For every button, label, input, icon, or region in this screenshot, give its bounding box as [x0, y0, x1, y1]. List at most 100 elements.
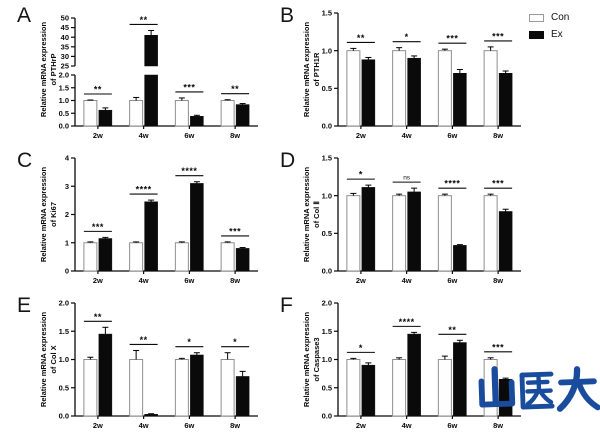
- panel-letter-e: E: [17, 294, 32, 317]
- svg-text:2.0: 2.0: [59, 299, 69, 308]
- svg-text:1.0: 1.0: [322, 46, 332, 55]
- svg-text:40: 40: [61, 33, 69, 42]
- svg-text:*: *: [187, 337, 191, 347]
- svg-text:**: **: [94, 312, 102, 322]
- svg-text:of Col Ⅱ: of Col Ⅱ: [312, 201, 321, 228]
- svg-text:0.5: 0.5: [322, 229, 332, 238]
- svg-text:0.0: 0.0: [59, 412, 69, 421]
- svg-text:8w: 8w: [493, 276, 503, 285]
- svg-text:50: 50: [61, 14, 69, 23]
- svg-text:1.5: 1.5: [322, 9, 332, 18]
- svg-text:Relative mRNA expression: Relative mRNA expression: [39, 167, 48, 263]
- bar-chart-col2: 0.0 0.5 1.0 1.5 Relative mRNA expression of C…: [302, 154, 521, 285]
- svg-text:1.5: 1.5: [59, 83, 69, 92]
- svg-text:**: **: [140, 335, 148, 345]
- svg-text:6w: 6w: [447, 421, 457, 430]
- svg-text:Relative mRNA expression: Relative mRNA expression: [302, 167, 311, 263]
- svg-text:2w: 2w: [356, 421, 366, 430]
- panel-d: 0.0 0.5 1.0 1.5 Relative mRNA expression of C…: [263, 145, 563, 290]
- legend: Con Ex: [529, 13, 569, 40]
- bar-chart-ki67: 0 1 2 3 4 Relative mRNA expression of Ki67 2w **…: [39, 154, 258, 285]
- svg-text:30: 30: [61, 52, 69, 61]
- panel-letter-b: B: [280, 4, 295, 27]
- svg-text:1.5: 1.5: [322, 154, 332, 163]
- svg-text:1.0: 1.0: [59, 355, 69, 364]
- svg-text:4w: 4w: [139, 131, 149, 140]
- svg-text:*: *: [405, 32, 409, 42]
- svg-text:35: 35: [61, 42, 69, 51]
- svg-text:0.5: 0.5: [322, 84, 332, 93]
- svg-text:6w: 6w: [184, 421, 194, 430]
- svg-text:4w: 4w: [139, 421, 149, 430]
- svg-text:***: ***: [492, 31, 504, 41]
- legend-label-ex: Ex: [551, 29, 563, 40]
- panel-letter-a: A: [17, 4, 32, 27]
- svg-text:45: 45: [61, 23, 69, 32]
- svg-text:6w: 6w: [184, 131, 194, 140]
- svg-text:ns: ns: [403, 175, 411, 182]
- svg-text:25: 25: [61, 62, 69, 71]
- bar-chart-colx: 0.0 0.5 1.0 1.5 2.0 Relative mRNA expression o…: [39, 299, 258, 430]
- svg-text:1.0: 1.0: [322, 191, 332, 200]
- panel-letter-f: F: [280, 294, 293, 317]
- svg-text:1.5: 1.5: [59, 327, 69, 336]
- svg-text:8w: 8w: [230, 131, 240, 140]
- svg-text:8w: 8w: [493, 421, 503, 430]
- panel-b: 0.0 0.5 1.0 1.5 Relative mRNA expression of P…: [263, 0, 563, 145]
- svg-text:**: **: [448, 325, 456, 335]
- svg-text:***: ***: [492, 179, 504, 189]
- svg-text:***: ***: [183, 82, 195, 92]
- svg-text:1: 1: [65, 238, 69, 247]
- legend-item-ex: Ex: [529, 30, 569, 40]
- svg-text:0: 0: [65, 267, 69, 276]
- panel-a: 0.0 0.5 1.0 1.5 2.0 25 30 35 40 45 50 Relative mRNA…: [0, 0, 300, 145]
- svg-text:*: *: [359, 343, 363, 353]
- con-swatch-icon: [529, 14, 544, 22]
- svg-text:2w: 2w: [93, 131, 103, 140]
- svg-text:0.5: 0.5: [59, 109, 69, 118]
- svg-text:**: **: [231, 84, 239, 94]
- svg-text:Relative mRNA expression: Relative mRNA expression: [302, 22, 311, 118]
- legend-item-con: Con: [529, 13, 569, 23]
- svg-text:6w: 6w: [447, 131, 457, 140]
- svg-text:****: ****: [136, 185, 152, 195]
- svg-text:Relative mRNA expression: Relative mRNA expression: [302, 312, 311, 408]
- svg-text:Relative mRNA expression: Relative mRNA expression: [39, 312, 48, 408]
- svg-text:4w: 4w: [402, 276, 412, 285]
- svg-text:***: ***: [446, 34, 458, 44]
- svg-text:0.5: 0.5: [322, 383, 332, 392]
- panel-letter-c: C: [17, 149, 33, 172]
- svg-text:8w: 8w: [493, 131, 503, 140]
- svg-text:****: ****: [444, 179, 460, 189]
- svg-text:4w: 4w: [402, 421, 412, 430]
- svg-text:6w: 6w: [184, 276, 194, 285]
- svg-text:1.0: 1.0: [59, 96, 69, 105]
- svg-text:0.5: 0.5: [59, 383, 69, 392]
- svg-text:***: ***: [92, 222, 104, 232]
- svg-text:0.0: 0.0: [322, 412, 332, 421]
- svg-text:***: ***: [492, 342, 504, 352]
- svg-text:**: **: [140, 15, 148, 25]
- svg-text:****: ****: [181, 166, 197, 176]
- svg-text:*: *: [233, 337, 237, 347]
- svg-text:of Col X: of Col X: [49, 345, 58, 373]
- svg-text:Relative mRNA expression: Relative mRNA expression: [39, 22, 48, 118]
- svg-text:of PTHrP: of PTHrP: [49, 53, 58, 85]
- svg-text:**: **: [357, 33, 365, 43]
- svg-text:6w: 6w: [447, 276, 457, 285]
- svg-text:8w: 8w: [230, 421, 240, 430]
- svg-text:2w: 2w: [93, 276, 103, 285]
- svg-text:2w: 2w: [93, 421, 103, 430]
- svg-text:4w: 4w: [402, 131, 412, 140]
- svg-text:1.5: 1.5: [322, 327, 332, 336]
- ex-swatch-icon: [529, 31, 544, 39]
- svg-text:3: 3: [65, 182, 69, 191]
- svg-text:8w: 8w: [230, 276, 240, 285]
- svg-text:0.0: 0.0: [59, 122, 69, 131]
- svg-text:0.0: 0.0: [322, 122, 332, 131]
- legend-label-con: Con: [551, 12, 570, 23]
- svg-text:2: 2: [65, 210, 69, 219]
- bar-chart-pth1r: 0.0 0.5 1.0 1.5 Relative mRNA expression of P…: [302, 9, 521, 140]
